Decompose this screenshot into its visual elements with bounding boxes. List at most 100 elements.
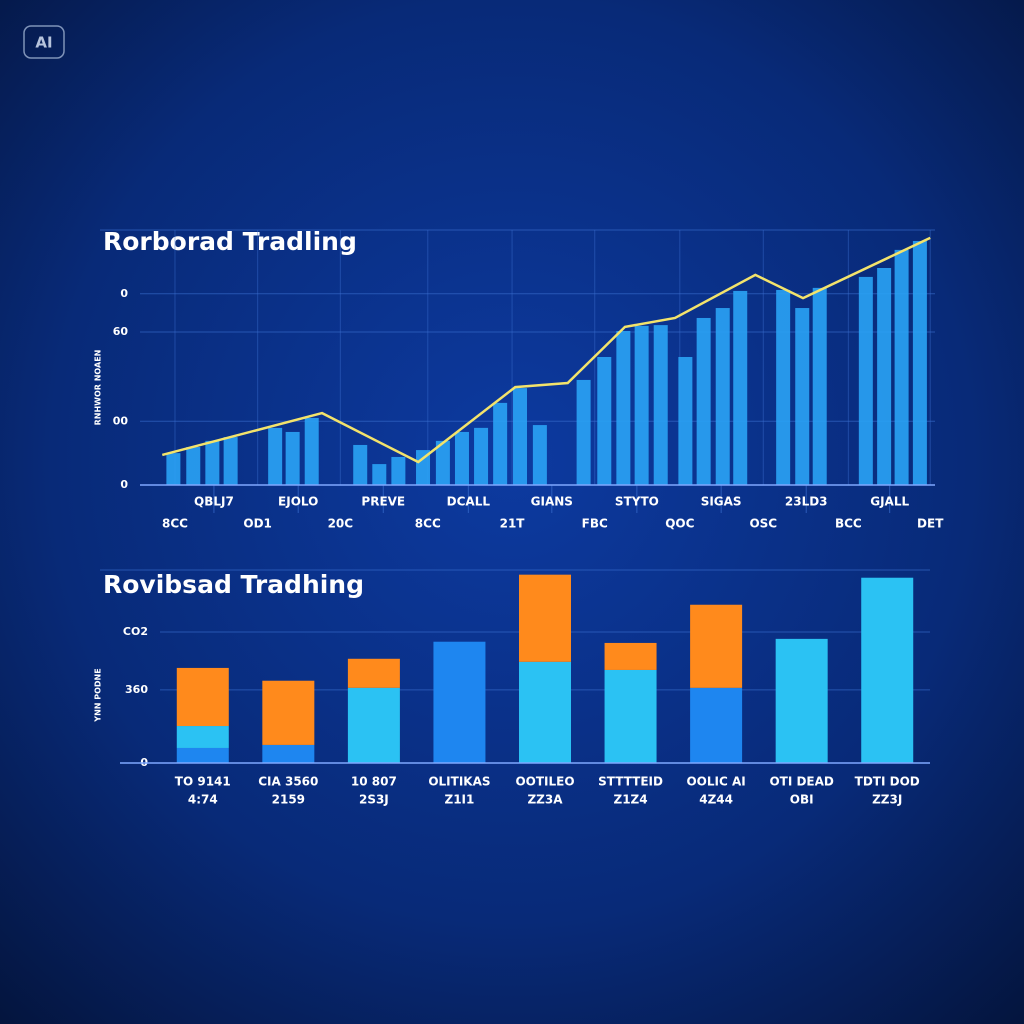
x-tick-sublabel: 4:74 bbox=[188, 793, 218, 807]
chart-title: Rovibsad Tradhing bbox=[103, 570, 364, 599]
x-tick-label: 10 807 bbox=[351, 775, 397, 789]
bar bbox=[285, 431, 300, 485]
x-tick-label: QOC bbox=[665, 517, 694, 531]
bar bbox=[576, 379, 591, 485]
bar-segment bbox=[347, 658, 400, 688]
x-tick-label: GIANS bbox=[531, 495, 573, 509]
trend-line bbox=[161, 236, 931, 464]
bar-segment bbox=[262, 744, 315, 763]
bar bbox=[186, 447, 201, 485]
x-tick-label: OD1 bbox=[243, 517, 272, 531]
bar-segment bbox=[775, 638, 828, 763]
bar-segment bbox=[262, 680, 315, 745]
y-axis-label: RNHWOR NOAEN bbox=[94, 350, 103, 426]
bar bbox=[812, 287, 827, 485]
badge-frame bbox=[23, 25, 65, 59]
x-tick-sublabel: ZZ3A bbox=[527, 793, 563, 807]
bar-segment bbox=[519, 661, 571, 763]
bar bbox=[493, 402, 508, 485]
bar bbox=[715, 308, 730, 485]
y-tick-label: 360 bbox=[125, 683, 148, 696]
x-tick-label: 23LD3 bbox=[785, 495, 828, 509]
x-tick-label: FBC bbox=[582, 517, 608, 531]
bar bbox=[877, 267, 892, 485]
x-tick-label: STTTTEID bbox=[598, 775, 663, 789]
x-tick-label: 21T bbox=[500, 517, 526, 531]
x-tick-label: OSC bbox=[749, 517, 777, 531]
bar-segment bbox=[176, 667, 229, 727]
y-tick-label: 0 bbox=[120, 287, 128, 300]
bar bbox=[696, 317, 711, 485]
bar bbox=[166, 453, 181, 485]
bar bbox=[532, 425, 547, 485]
bar-segment bbox=[861, 577, 914, 763]
x-tick-label: OOLIC AI bbox=[686, 775, 745, 789]
bar bbox=[268, 427, 283, 485]
x-tick-label: 8CC bbox=[162, 517, 188, 531]
bar-segment bbox=[690, 687, 743, 763]
bar bbox=[474, 427, 489, 485]
bar bbox=[894, 249, 909, 485]
x-tick-label: EJOLO bbox=[278, 495, 318, 509]
x-tick-sublabel: 2S3J bbox=[359, 793, 389, 807]
x-tick-label: SIGAS bbox=[701, 495, 742, 509]
x-tick-label: CIA 3560 bbox=[258, 775, 318, 789]
bar-segment bbox=[347, 687, 400, 763]
bar bbox=[353, 444, 368, 485]
bar bbox=[304, 417, 319, 485]
x-tick-label: OOTILEO bbox=[515, 775, 574, 789]
bar bbox=[733, 290, 748, 485]
bar-segment bbox=[176, 726, 229, 748]
bar bbox=[776, 289, 791, 485]
bar bbox=[372, 464, 387, 485]
bar bbox=[513, 388, 528, 485]
badge: AI bbox=[35, 34, 52, 52]
bar bbox=[205, 440, 220, 485]
bar bbox=[597, 356, 612, 485]
x-tick-label: TO 9141 bbox=[175, 775, 231, 789]
y-tick-label: 00 bbox=[113, 414, 129, 427]
x-tick-label: BCC bbox=[835, 517, 862, 531]
x-tick-sublabel: 2159 bbox=[272, 793, 305, 807]
x-tick-sublabel: OBI bbox=[790, 793, 814, 807]
x-tick-sublabel: 4Z44 bbox=[699, 793, 733, 807]
x-tick-label: TDTI DOD bbox=[855, 775, 920, 789]
bar-segment bbox=[604, 669, 657, 763]
x-tick-sublabel: Z1I1 bbox=[445, 793, 475, 807]
x-tick-sublabel: Z1Z4 bbox=[614, 793, 648, 807]
bar bbox=[653, 325, 668, 485]
chart-title: Rorborad Tradling bbox=[103, 227, 357, 256]
x-tick-label: GJALL bbox=[870, 495, 909, 509]
bar bbox=[795, 308, 810, 485]
y-tick-label: 60 bbox=[113, 325, 129, 338]
bar bbox=[678, 356, 693, 485]
bar bbox=[616, 330, 631, 485]
x-tick-label: OLITIKAS bbox=[428, 775, 490, 789]
bar bbox=[858, 276, 873, 485]
bar-segment bbox=[519, 574, 571, 662]
y-axis-label: YNN PODNE bbox=[94, 668, 103, 722]
bar bbox=[912, 240, 927, 485]
bar bbox=[454, 431, 469, 485]
x-tick-label: STYTO bbox=[615, 495, 659, 509]
x-tick-label: 8CC bbox=[415, 517, 441, 531]
bar-segment bbox=[176, 747, 229, 763]
y-tick-label: 0 bbox=[120, 478, 128, 491]
x-tick-label: DCALL bbox=[447, 495, 491, 509]
bar bbox=[634, 325, 649, 485]
x-tick-label: QBLJ7 bbox=[194, 495, 234, 509]
y-tick-label: CO2 bbox=[123, 625, 148, 638]
x-tick-label: 20C bbox=[328, 517, 354, 531]
bar bbox=[223, 437, 238, 485]
x-tick-label: OTI DEAD bbox=[769, 775, 833, 789]
bar bbox=[435, 440, 450, 485]
x-tick-label: PREVE bbox=[361, 495, 405, 509]
bar-segment bbox=[433, 641, 486, 763]
x-tick-label: DET bbox=[917, 517, 944, 531]
bar bbox=[391, 456, 406, 485]
bar-segment bbox=[604, 642, 657, 670]
x-tick-sublabel: ZZ3J bbox=[872, 793, 902, 807]
bar-segment bbox=[690, 604, 743, 688]
